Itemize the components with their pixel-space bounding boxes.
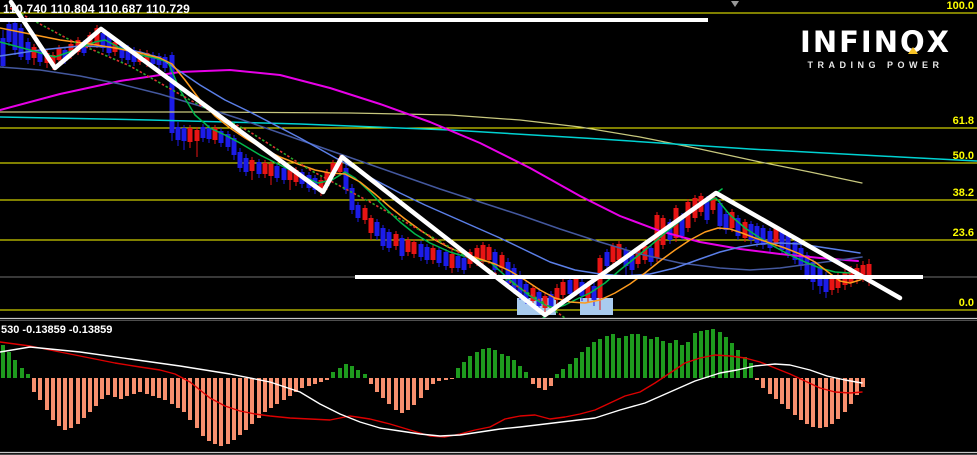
white-level-lines bbox=[0, 18, 923, 279]
fib-level-label: 0.0 bbox=[958, 297, 974, 309]
fib-level-label: 50.0 bbox=[952, 150, 974, 162]
chart-shift-marker-icon bbox=[731, 1, 739, 7]
brand-logo-subtitle: TRADING POWER bbox=[807, 60, 944, 70]
fib-level-label: 61.8 bbox=[952, 115, 974, 127]
moving-averages bbox=[0, 27, 977, 309]
dotted-trend-line bbox=[9, 7, 566, 319]
fib-retracement-lines bbox=[0, 12, 977, 311]
indicator-values: 530 -0.13859 -0.13859 bbox=[1, 324, 113, 336]
zigzag-line bbox=[8, 0, 903, 318]
macd-red-line bbox=[0, 341, 863, 438]
brand-logo-title: INFINOX bbox=[800, 25, 951, 59]
logo-o-triangle-icon: O bbox=[899, 25, 927, 59]
fib-level-label: 100.0 bbox=[946, 0, 974, 12]
brand-logo: INFINOX TRADING POWER bbox=[800, 27, 951, 70]
macd-histogram bbox=[1, 329, 865, 446]
ohlc-readout: 110.740 110.804 110.687 110.729 bbox=[3, 2, 191, 16]
fib-level-label: 38.2 bbox=[952, 187, 974, 199]
macd-white-line bbox=[0, 346, 863, 437]
pane-divider[interactable] bbox=[0, 317, 977, 322]
fib-level-label: 23.6 bbox=[952, 227, 974, 239]
